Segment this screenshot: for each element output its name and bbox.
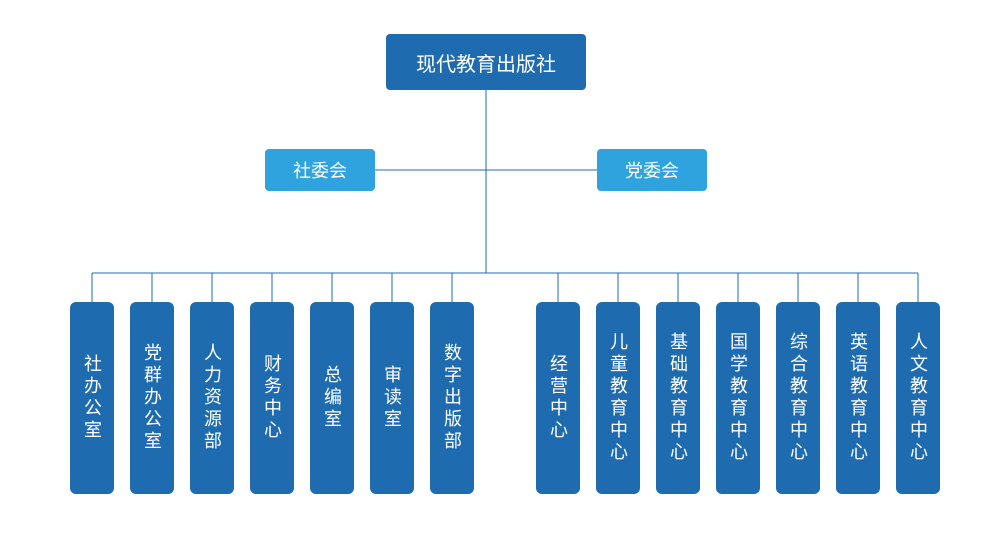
org-leaf-node: 基础教育中心 [656,302,700,494]
org-leaf-node: 儿童教育中心 [596,302,640,494]
org-leaf-node: 英语教育中心 [836,302,880,494]
org-leaf-node: 国学教育中心 [716,302,760,494]
org-leaf-node: 经营中心 [536,302,580,494]
org-leaf-node: 人力资源部 [190,302,234,494]
org-leaf-node: 综合教育中心 [776,302,820,494]
org-root-node: 现代教育出版社 [386,34,586,90]
org-mid-node: 党委会 [597,149,707,191]
org-leaf-node: 财务中心 [250,302,294,494]
org-leaf-node: 数字出版部 [430,302,474,494]
org-leaf-node: 社办公室 [70,302,114,494]
org-leaf-node: 审读室 [370,302,414,494]
org-leaf-node: 人文教育中心 [896,302,940,494]
org-leaf-node: 党群办公室 [130,302,174,494]
org-leaf-node: 总编室 [310,302,354,494]
org-mid-node: 社委会 [265,149,375,191]
